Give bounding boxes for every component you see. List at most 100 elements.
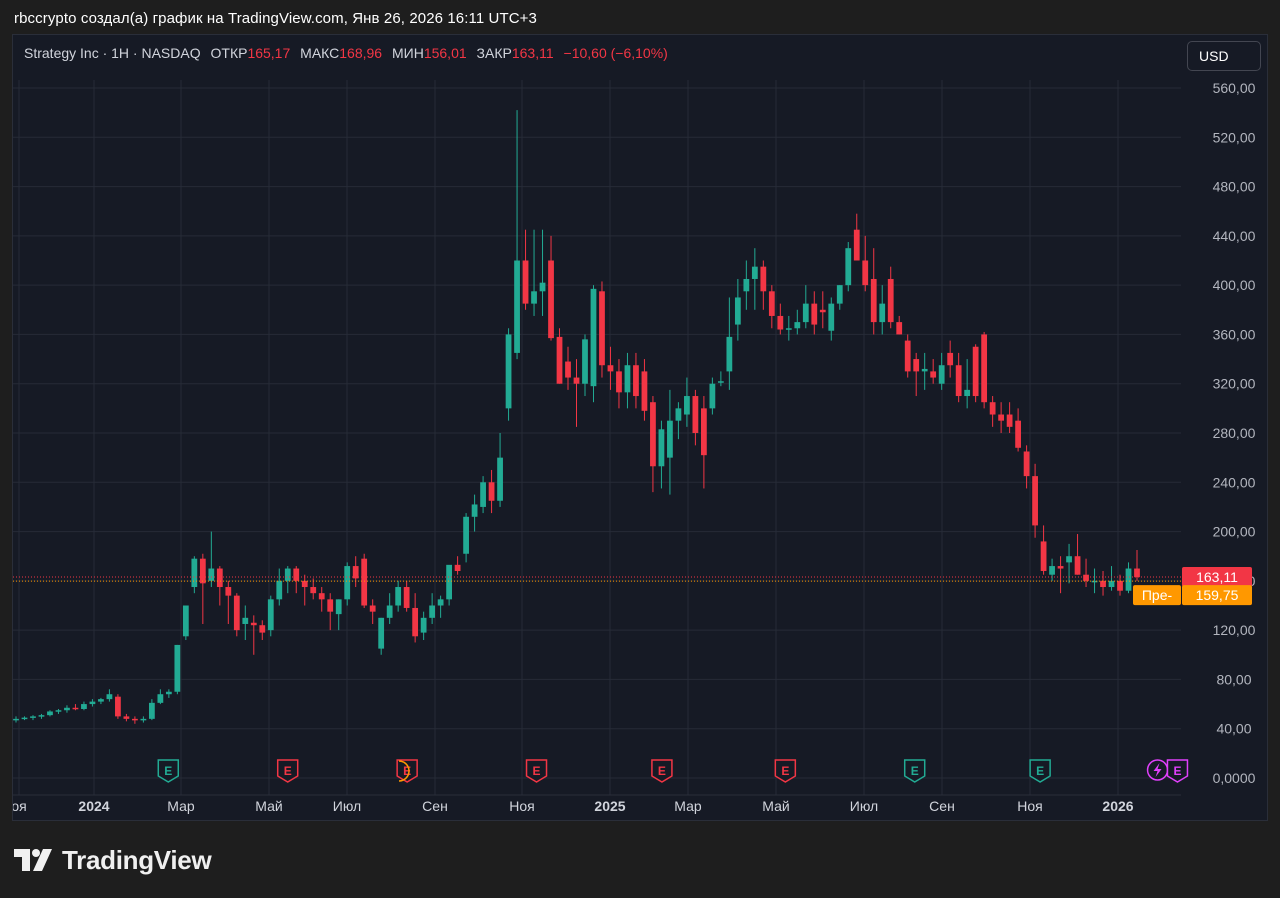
candle-body: [1117, 580, 1123, 591]
candle: [250, 615, 257, 655]
earnings-icon[interactable]: E: [1166, 759, 1189, 783]
x-tick-label: Май: [255, 798, 282, 814]
candle: [208, 531, 215, 588]
earnings-icon-letter: E: [911, 764, 919, 778]
candle-body: [225, 587, 232, 596]
currency-button[interactable]: USD: [1187, 41, 1261, 71]
earnings-icon[interactable]: E: [1029, 759, 1051, 783]
candle-body: [216, 568, 223, 588]
candle: [403, 580, 410, 612]
candle-body: [836, 285, 843, 304]
candle: [760, 260, 767, 310]
candle: [216, 566, 223, 606]
candle-body: [352, 566, 359, 579]
candle-body: [21, 717, 28, 720]
candle: [38, 713, 45, 719]
candle: [582, 334, 588, 397]
x-tick-label: Июл: [333, 798, 361, 814]
candle: [1023, 445, 1030, 489]
y-tick-label: 280,00: [1213, 425, 1256, 441]
earnings-icon[interactable]: E: [525, 759, 548, 783]
y-tick-label: 240,00: [1213, 474, 1256, 490]
candle: [386, 593, 393, 624]
candle: [327, 593, 334, 631]
candle: [743, 260, 750, 310]
y-tick-label: 400,00: [1213, 277, 1256, 293]
candle: [259, 620, 266, 640]
candle: [1032, 463, 1038, 538]
candle-body: [437, 599, 444, 606]
candle-body: [327, 599, 334, 612]
earnings-icon[interactable]: E: [651, 759, 673, 783]
y-tick-label: 480,00: [1213, 179, 1256, 195]
candle-body: [785, 328, 792, 330]
candle-body: [233, 595, 240, 631]
premarket-label-bg: [1133, 585, 1181, 606]
candle-body: [208, 568, 215, 581]
earnings-icon[interactable]: E: [276, 759, 299, 783]
tradingview-logo[interactable]: TradingView: [14, 844, 212, 875]
candle-body: [191, 558, 198, 588]
candles: [13, 110, 1140, 724]
low-label: МИН: [391, 45, 424, 61]
candle-body: [412, 607, 419, 637]
candle-body: [972, 346, 979, 397]
candle-body: [446, 564, 453, 600]
price-chart[interactable]: 0,000040,0080,00120,00160,00200,00240,00…: [13, 35, 1267, 820]
candle-body: [72, 707, 79, 710]
candle: [751, 248, 758, 310]
x-tick-label: 2024: [78, 798, 109, 814]
candle: [887, 266, 894, 329]
candle: [471, 494, 478, 532]
candle: [446, 564, 453, 606]
candle: [344, 562, 351, 606]
candle: [599, 281, 605, 378]
x-tick-label: Мар: [167, 798, 195, 814]
candle: [709, 377, 716, 415]
candle-body: [301, 580, 308, 588]
high-value: 168,96: [339, 45, 383, 61]
high-label: МАКС: [300, 45, 340, 61]
candle: [1117, 574, 1123, 596]
candle: [1040, 525, 1047, 575]
candle-body: [998, 414, 1005, 421]
candle-body: [964, 389, 971, 397]
chart-frame[interactable]: 0,000040,0080,00120,00160,00200,00240,00…: [12, 34, 1268, 821]
candle: [616, 359, 622, 409]
candle-body: [684, 396, 690, 415]
candle: [896, 315, 903, 335]
candle: [862, 235, 869, 292]
candle: [1015, 408, 1021, 452]
candle: [182, 605, 189, 640]
candle: [667, 389, 673, 495]
candle-body: [675, 408, 682, 421]
earnings-icon[interactable]: E: [396, 759, 418, 783]
earnings-icon-letter: E: [1173, 764, 1181, 778]
earnings-icon[interactable]: E: [774, 759, 797, 783]
candle: [352, 556, 359, 588]
candle-body: [531, 291, 537, 304]
candle: [811, 291, 818, 335]
candle-body: [174, 644, 181, 692]
candle: [98, 697, 104, 705]
y-tick-label: 560,00: [1213, 80, 1256, 96]
candle-body: [633, 365, 639, 397]
earnings-icon[interactable]: E: [157, 759, 180, 783]
candle-body: [1049, 566, 1055, 575]
candle-body: [607, 365, 614, 372]
symbol-label[interactable]: Strategy Inc · 1H · NASDAQ: [24, 45, 201, 61]
candle-body: [250, 622, 257, 626]
last-price-tag-bg: [1182, 567, 1252, 588]
candle-body: [819, 309, 826, 313]
candle: [267, 595, 274, 637]
candle: [1083, 558, 1089, 588]
candle-body: [896, 322, 903, 335]
candle: [879, 285, 886, 335]
candle-body: [777, 315, 784, 330]
candle: [395, 580, 402, 612]
earnings-icon[interactable]: E: [903, 759, 926, 783]
dividend-flash-icon[interactable]: [1146, 759, 1169, 781]
candle: [148, 699, 155, 721]
tradingview-logo-text: TradingView: [62, 844, 212, 875]
candle-body: [89, 701, 96, 705]
